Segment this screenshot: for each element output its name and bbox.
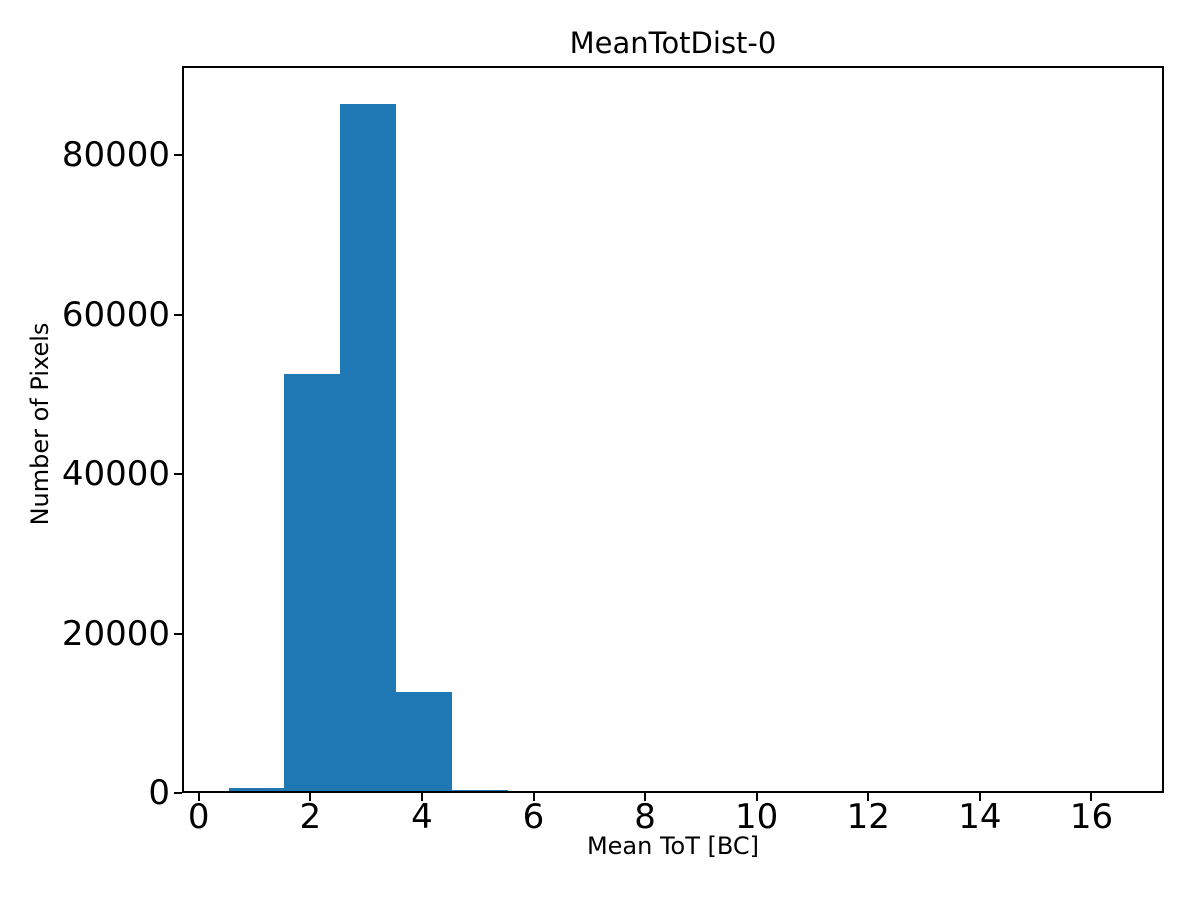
y-tick-label: 40000 <box>61 454 170 495</box>
x-tick-label: 12 <box>846 797 890 837</box>
x-tick-mark <box>644 793 647 801</box>
chart-title: MeanTotDist-0 <box>569 26 777 60</box>
x-tick-label: 14 <box>958 797 1002 837</box>
x-tick-label: 6 <box>522 797 545 837</box>
x-tick-mark <box>420 793 423 801</box>
y-tick-mark <box>174 154 182 157</box>
y-tick-label: 80000 <box>61 135 170 176</box>
x-tick-mark <box>309 793 312 801</box>
x-tick-mark <box>532 793 535 801</box>
y-tick-label: 20000 <box>61 613 170 654</box>
x-tick-label: 8 <box>634 797 656 837</box>
y-tick-label: 60000 <box>61 294 170 335</box>
histogram-bar <box>451 790 508 791</box>
x-tick-label: 4 <box>411 797 433 837</box>
histogram-bar <box>340 103 396 791</box>
x-tick-label: 10 <box>735 797 779 837</box>
histogram-bar <box>228 787 285 791</box>
y-tick-mark <box>174 632 182 635</box>
x-tick-mark <box>978 793 981 801</box>
x-axis-label: Mean ToT [BC] <box>586 832 760 860</box>
y-tick-mark <box>174 313 182 316</box>
histogram-bar <box>396 692 452 791</box>
x-tick-mark <box>867 793 870 801</box>
y-tick-mark <box>174 473 182 476</box>
x-tick-mark <box>1090 793 1093 801</box>
y-tick-label: 0 <box>148 773 170 813</box>
x-tick-label: 2 <box>299 797 322 837</box>
plot-area <box>182 66 1164 793</box>
x-tick-label: 16 <box>1069 797 1114 837</box>
y-tick-mark <box>174 792 182 794</box>
histogram-bar <box>284 374 341 791</box>
x-tick-mark <box>197 793 200 801</box>
x-tick-mark <box>755 793 758 801</box>
x-tick-label: 0 <box>187 797 210 837</box>
y-axis-label-text: Number of Pixels <box>26 322 54 526</box>
